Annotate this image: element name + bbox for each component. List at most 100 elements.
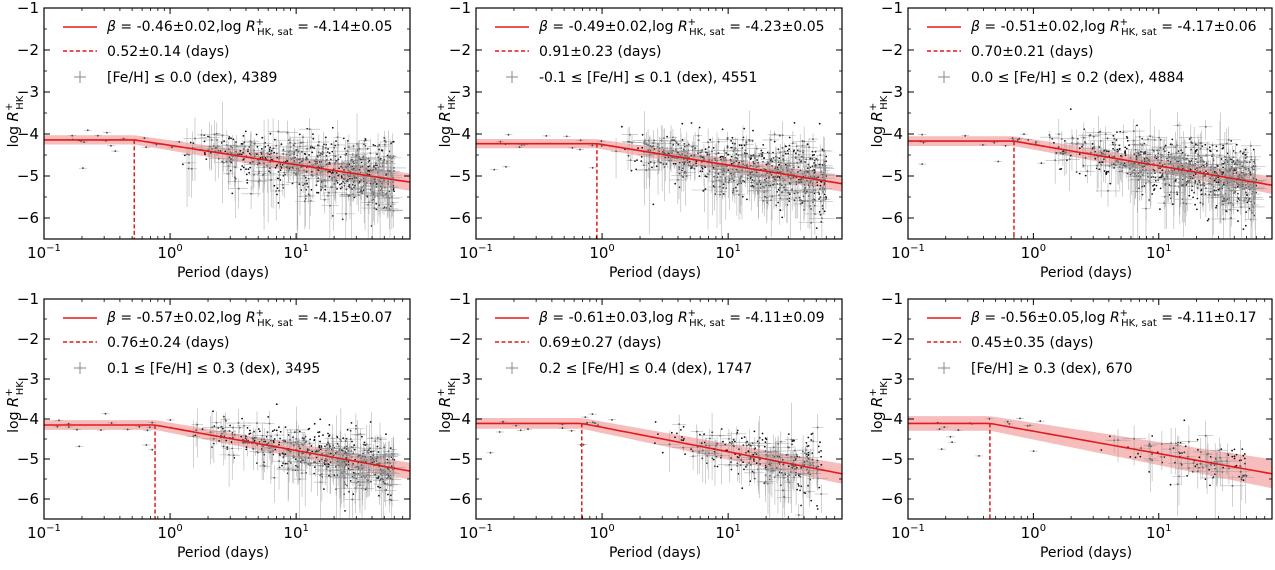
data-point — [270, 149, 273, 152]
data-point — [226, 446, 229, 448]
data-point — [740, 144, 743, 147]
data-point — [1222, 146, 1225, 149]
y-axis-label: log R+HK — [4, 95, 26, 147]
legend-data-label: [Fe/H] ≤ 0.0 (dex), 4389 — [107, 70, 277, 86]
data-point — [311, 151, 314, 154]
data-point — [1244, 224, 1247, 227]
data-point — [674, 162, 677, 165]
data-point — [738, 144, 741, 147]
y-tick-label: −6 — [17, 209, 39, 227]
data-point — [335, 140, 337, 143]
data-point — [284, 453, 287, 456]
fit-line — [44, 139, 410, 183]
data-point — [247, 168, 250, 171]
data-point — [807, 167, 809, 170]
data-point — [280, 143, 283, 146]
data-point — [787, 152, 790, 155]
data-point — [328, 463, 330, 466]
data-point — [1236, 185, 1239, 188]
legend: β = -0.51±0.02,log R+ HK, sat = -4.17±0.0… — [927, 17, 1257, 86]
data-point — [331, 150, 334, 153]
data-point — [327, 465, 330, 468]
data-point — [326, 151, 329, 154]
data-point — [1115, 139, 1118, 141]
data-point — [269, 132, 272, 135]
data-point — [1189, 160, 1191, 163]
legend-data-label: 0.0 ≤ [Fe/H] ≤ 0.2 (dex), 4884 — [971, 70, 1184, 86]
data-point — [1136, 124, 1138, 127]
data-point — [260, 148, 263, 150]
data-point — [342, 137, 345, 140]
data-point — [1109, 182, 1112, 185]
x-tick-label: 100 — [157, 243, 182, 262]
data-point — [1112, 147, 1114, 150]
data-point — [818, 122, 821, 125]
data-point — [203, 140, 206, 143]
data-point — [741, 195, 744, 198]
data-point — [316, 191, 318, 194]
data-point — [681, 139, 684, 141]
data-point — [699, 170, 702, 173]
data-point — [801, 202, 804, 204]
data-point — [811, 154, 814, 157]
y-tick-label: −3 — [17, 83, 39, 101]
data-point — [228, 137, 230, 140]
data-point — [182, 163, 184, 166]
data-point — [1246, 201, 1249, 204]
data-point — [813, 162, 815, 164]
data-point — [367, 165, 370, 168]
data-point — [372, 144, 375, 146]
data-point — [232, 138, 235, 141]
panel-1: −1 −2 −3 −4 −5 −6 10−1 100 101 Period (days) log R… — [4, 0, 411, 281]
data-point — [248, 171, 251, 174]
data-point — [704, 166, 707, 169]
axes-frame — [43, 7, 411, 240]
data-point — [239, 153, 241, 156]
data-point — [295, 149, 298, 151]
y-tick-label: −4 — [449, 125, 471, 143]
data-point — [274, 138, 276, 141]
y-tick-label: −5 — [881, 167, 903, 185]
data-point — [1098, 168, 1101, 171]
data-point — [806, 143, 809, 146]
data-point — [339, 187, 342, 190]
data-point — [350, 422, 353, 424]
data-point — [655, 165, 658, 168]
data-point — [246, 181, 249, 184]
data-point — [1192, 196, 1194, 199]
data-point — [721, 155, 724, 158]
data-point — [1113, 167, 1115, 169]
data-point — [1215, 204, 1218, 207]
data-point — [726, 153, 729, 156]
axes-frame — [907, 7, 1273, 240]
data-point — [788, 193, 791, 196]
data-point — [241, 417, 244, 420]
data-point — [825, 155, 828, 158]
data-point — [818, 211, 821, 213]
data-point — [300, 189, 303, 191]
data-point — [319, 418, 322, 421]
data-point — [274, 166, 277, 169]
data-point — [769, 159, 772, 162]
data-point — [280, 167, 283, 169]
data-point — [205, 158, 208, 161]
data-point — [1084, 174, 1087, 177]
data-point — [761, 154, 764, 157]
x-axis-label: Period (days) — [1040, 265, 1132, 281]
data-point — [313, 422, 316, 425]
data-point — [1124, 146, 1127, 149]
data-point — [308, 154, 310, 156]
data-point — [308, 161, 311, 164]
y-tick-label: −5 — [449, 167, 471, 185]
data-point — [1196, 208, 1198, 211]
data-point — [690, 122, 693, 124]
data-point — [818, 193, 821, 195]
data-point — [241, 165, 244, 167]
data-point — [240, 143, 243, 145]
data-point — [1128, 144, 1130, 147]
data-point — [818, 198, 820, 200]
data-point — [1126, 139, 1129, 142]
data-point — [377, 485, 379, 488]
data-point — [281, 464, 283, 467]
data-point — [231, 192, 234, 195]
